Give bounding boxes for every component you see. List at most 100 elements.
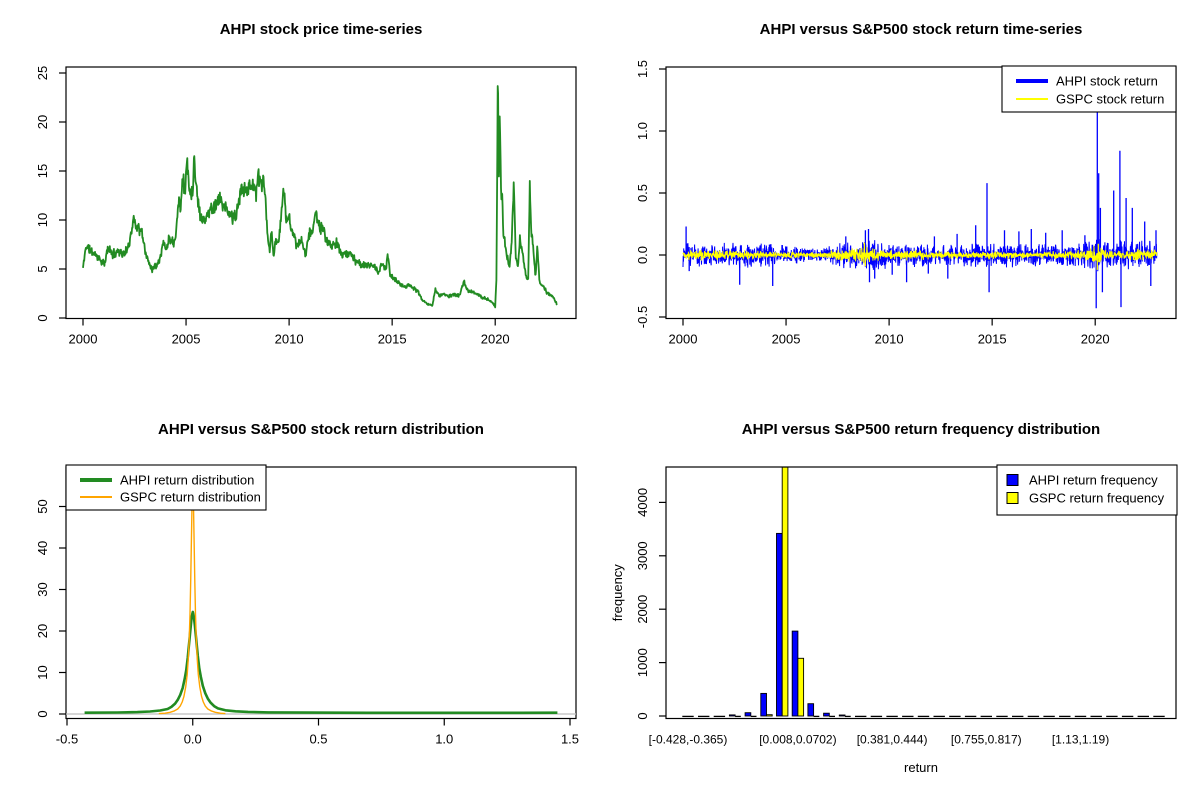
y-tick-label: 10 (35, 213, 50, 227)
y-tick-label: 0 (635, 712, 650, 719)
x-axis: 2000 2005 2010 2015 2020 (69, 318, 510, 347)
y-axis: 0 1000 2000 3000 4000 (635, 488, 666, 720)
legend-box (65, 464, 267, 511)
panel-price: AHPI stock price time-series 2000 2005 201… (0, 0, 600, 400)
y-tick-label: 30 (35, 582, 50, 596)
y-tick-label: 15 (35, 164, 50, 178)
x-axis-title: return (904, 760, 938, 775)
plot-box (665, 466, 1177, 720)
y-axis: 0 10 20 30 40 50 (35, 499, 66, 718)
x-tick-label: [0.755,0.817) (951, 733, 1022, 747)
price-chart-title: AHPI stock price time-series (219, 21, 423, 38)
legend: AHPI return distribution GSPC return dist… (65, 464, 267, 511)
density-chart: -0.5 0.0 0.5 1.0 1.5 0 10 20 30 40 50 AHPI return d… (35, 464, 579, 747)
x-tick-label: -0.5 (56, 732, 78, 747)
density-chart-title: AHPI versus S&P500 stock return distribu… (158, 421, 484, 438)
x-tick-label: 1.5 (561, 732, 579, 747)
y-tick-label: 1.0 (635, 122, 650, 140)
ahpi-frequency-bar (823, 712, 830, 717)
legend-swatch (1006, 492, 1019, 504)
x-tick-label: [0.008,0.0702) (759, 733, 836, 747)
y-tick-label: 50 (35, 499, 50, 513)
legend-label: AHPI return frequency (1029, 473, 1158, 488)
y-tick-label: 2000 (635, 595, 650, 624)
plot-box (65, 66, 577, 320)
gspc-frequency-bar (766, 714, 773, 717)
y-tick-label: 1.5 (635, 60, 650, 78)
y-tick-label: 3000 (635, 541, 650, 570)
ahpi-frequency-bar (760, 692, 767, 717)
histogram-bars (682, 466, 1165, 718)
x-tick-label: 2000 (669, 332, 698, 347)
x-tick-label: 2010 (875, 332, 904, 347)
histogram-chart-title: AHPI versus S&P500 return frequency dist… (741, 421, 1101, 438)
returns-chart: 2000 2005 2010 2015 2020 -0.5 0.0 0.5 1.0 1.5 AHPI… (635, 60, 1177, 347)
x-tick-label: [0.381,0.444) (857, 733, 928, 747)
ahpi-return-distribution-curve (84, 610, 558, 715)
returns-chart-title: AHPI versus S&P500 stock return time-ser… (759, 21, 1083, 38)
y-tick-label: 1000 (635, 648, 650, 677)
x-tick-label: 1.0 (435, 732, 453, 747)
x-tick-label: 2015 (378, 332, 407, 347)
y-axis: 0 5 10 15 20 25 (35, 66, 66, 322)
ahpi-frequency-bar (744, 712, 752, 717)
y-tick-label: 0.0 (635, 246, 650, 264)
x-tick-label: 0.5 (309, 732, 327, 747)
legend-label: AHPI return distribution (120, 473, 254, 488)
price-chart: 2000 2005 2010 2015 2020 0 5 10 15 20 25 (35, 66, 577, 347)
x-tick-label: 0.0 (184, 732, 202, 747)
gspc-stock-return-spikes (863, 242, 1099, 270)
x-axis: 2000 2005 2010 2015 2020 (669, 318, 1110, 347)
gspc-stock-return-line (682, 245, 1158, 264)
plot-box (65, 466, 577, 720)
y-tick-label: 40 (35, 541, 50, 555)
y-tick-label: 5 (35, 265, 50, 272)
legend-label: AHPI stock return (1056, 74, 1158, 89)
x-tick-label: [-0.428,-0.365) (649, 733, 728, 747)
gspc-return-distribution-curve (158, 476, 226, 715)
y-axis: -0.5 0.0 0.5 1.0 1.5 (635, 60, 666, 328)
x-tick-label: 2020 (481, 332, 510, 347)
gspc-frequency-bar (797, 657, 805, 717)
x-tick-label: [1.13,1.19) (1052, 733, 1109, 747)
x-tick-label: 2020 (1081, 332, 1110, 347)
x-tick-label: 2005 (172, 332, 201, 347)
ahpi-frequency-bar (838, 714, 846, 717)
y-axis-title: frequency (610, 564, 625, 622)
legend: AHPI stock return GSPC stock return (1001, 65, 1177, 113)
x-tick-label: 2005 (772, 332, 801, 347)
ahpi-frequency-bar (791, 630, 799, 717)
ahpi-price-line (82, 85, 558, 309)
y-tick-label: 10 (35, 665, 50, 679)
histogram-chart: 0 1000 2000 3000 4000 [-0.428,-0.365) [0.008,0… (610, 464, 1178, 775)
legend-box (996, 464, 1178, 516)
gspc-frequency-bar (781, 466, 789, 717)
x-axis: -0.5 0.0 0.5 1.0 1.5 (56, 718, 579, 747)
x-axis: [-0.428,-0.365) [0.008,0.0702) [0.381,0.44… (649, 733, 1110, 747)
legend-box (1001, 65, 1177, 113)
y-tick-label: 0 (35, 710, 50, 717)
ahpi-frequency-bar (728, 714, 736, 717)
ahpi-stock-return-spikes (685, 75, 1157, 309)
legend: AHPI return frequency GSPC return frequen… (996, 464, 1178, 516)
legend-label: GSPC return distribution (120, 490, 261, 505)
x-tick-label: 2000 (69, 332, 98, 347)
legend-swatch (1006, 474, 1019, 486)
y-tick-label: 0.5 (635, 184, 650, 202)
ahpi-frequency-bar (776, 532, 783, 717)
y-tick-label: 20 (35, 115, 50, 129)
y-tick-label: 0 (35, 314, 50, 321)
panel-density: AHPI versus S&P500 stock return distribu… (0, 400, 600, 800)
y-tick-label: 25 (35, 66, 50, 80)
y-tick-label: 20 (35, 624, 50, 638)
x-tick-label: 2015 (978, 332, 1007, 347)
legend-label: GSPC stock return (1056, 92, 1164, 107)
legend-label: GSPC return frequency (1029, 491, 1165, 506)
x-tick-label: 2010 (275, 332, 304, 347)
y-tick-label: 4000 (635, 488, 650, 517)
panel-histogram: AHPI versus S&P500 return frequency dist… (600, 400, 1200, 800)
y-tick-label: -0.5 (635, 306, 650, 328)
ahpi-frequency-bar (807, 703, 815, 717)
panel-returns: AHPI versus S&P500 stock return time-ser… (600, 0, 1200, 400)
